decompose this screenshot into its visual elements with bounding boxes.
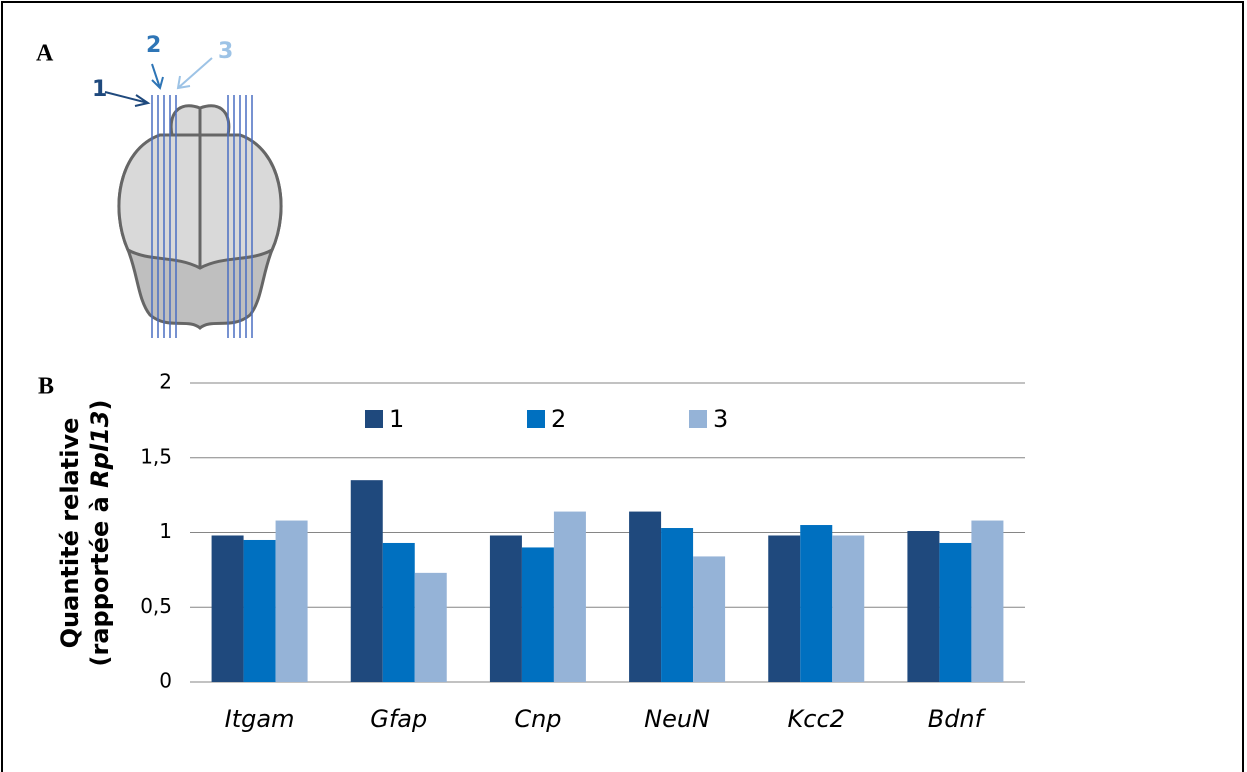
bar [350, 480, 383, 682]
x-tick-label: Gfap [370, 705, 427, 733]
x-tick-label: Kcc2 [788, 705, 845, 733]
bar [521, 547, 554, 682]
bar [553, 511, 586, 682]
legend-swatch [689, 410, 707, 428]
bar [629, 511, 662, 682]
x-tick-label: Cnp [514, 705, 561, 733]
y-title-part: Rpl13 [86, 411, 114, 488]
panel-label: A [36, 41, 54, 67]
bar [275, 520, 308, 682]
legend-label: 1 [389, 405, 404, 433]
y-tick-label: 1 [159, 519, 172, 543]
y-title-part: (rapportée à [86, 488, 114, 667]
bar [939, 542, 972, 682]
bar [382, 542, 415, 682]
bar [414, 572, 447, 682]
legend-swatch [527, 410, 545, 428]
x-tick-label: Bdnf [928, 705, 987, 733]
bar [832, 535, 865, 682]
bar [211, 535, 244, 682]
legend-label: 2 [551, 405, 566, 433]
y-tick-label: 2 [159, 370, 172, 394]
y-tick-label: 0,5 [140, 594, 172, 618]
y-title-line: Quantité relative [56, 418, 84, 649]
bar [489, 535, 522, 682]
bar [661, 528, 694, 682]
brain-diagram [104, 57, 283, 338]
bar [971, 520, 1004, 682]
section-label: 3 [218, 39, 233, 64]
bar [768, 535, 801, 682]
panel-label: B [38, 374, 54, 400]
bar [907, 531, 940, 682]
legend-label: 3 [713, 405, 728, 433]
y-title-part: ) [86, 400, 114, 411]
y-tick-label: 1,5 [140, 444, 172, 468]
bar [800, 525, 833, 682]
x-tick-label: NeuN [644, 705, 710, 733]
y-title-line: (rapportée à Rpl13) [86, 400, 114, 667]
y-axis-title: Quantité relative (rapportée à Rpl13) [56, 400, 114, 667]
section-label: 1 [92, 77, 107, 102]
section-label: 2 [146, 33, 161, 58]
legend-swatch [365, 410, 383, 428]
x-tick-label: Itgam [225, 705, 295, 733]
y-tick-label: 0 [159, 669, 172, 693]
bar [693, 556, 726, 682]
bar [243, 539, 276, 682]
